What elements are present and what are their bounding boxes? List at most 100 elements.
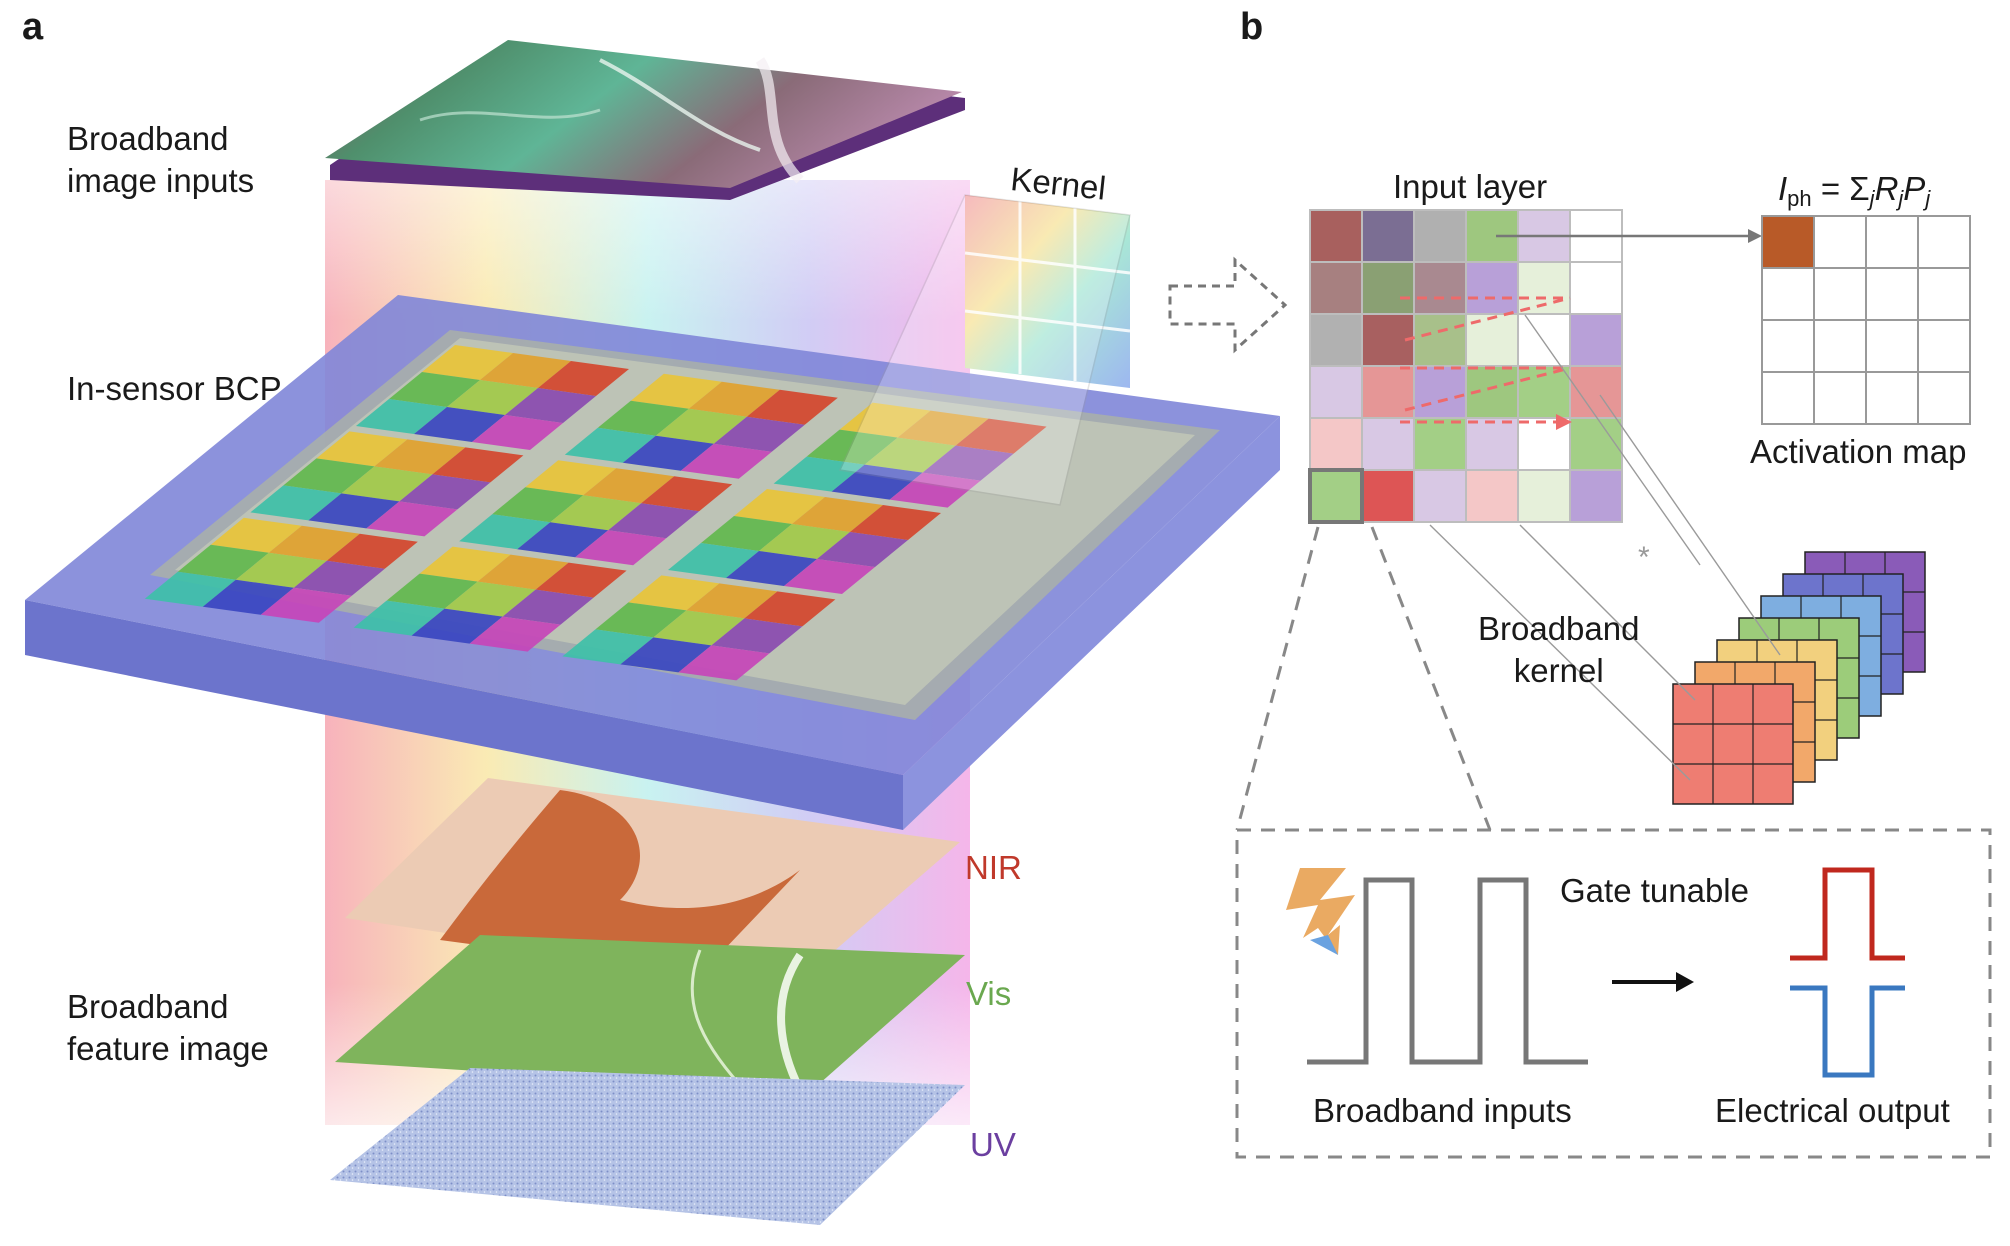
vis-label: Vis (966, 975, 1012, 1012)
sensor-pixel (608, 503, 700, 539)
feature-image-vis (335, 935, 965, 1092)
sensor-pixel (444, 581, 536, 617)
sensor-pixel (922, 445, 1014, 481)
input-layer-label: Input layer (1393, 168, 1548, 205)
sensor-pixel (235, 552, 327, 588)
sensor-pixel (562, 629, 654, 665)
input-cell (1569, 417, 1623, 471)
sensor-pixel (688, 381, 780, 417)
sensor-pixel (268, 525, 360, 561)
sensor-pixel (210, 517, 302, 553)
arrowhead-icon (1748, 229, 1762, 243)
sensor-pixel (726, 551, 817, 586)
sensor-pixel (472, 415, 563, 450)
sensor-pixel (850, 505, 941, 540)
sensor-pixel (734, 489, 825, 524)
sensor-pixel (422, 345, 513, 380)
sensor-pixel (250, 485, 342, 521)
activation-cell (1813, 371, 1867, 425)
sensor-pixel (792, 497, 883, 532)
activation-cell (1917, 319, 1971, 373)
input-cell (1361, 469, 1415, 523)
formula-label: Iph = ΣjRjPj (1778, 170, 1931, 211)
sensor-pixel (492, 487, 584, 523)
activation-cell (1761, 267, 1815, 321)
activation-cell (1865, 371, 1919, 425)
in-sensor-bcp-label: In-sensor BCP (67, 370, 282, 407)
panel-label-a: a (22, 6, 44, 48)
activation-cell (1865, 215, 1919, 269)
activation-map-label: Activation map (1750, 433, 1967, 470)
input-cell (1361, 209, 1415, 263)
input-cell (1413, 261, 1467, 315)
sensor-pixel (374, 439, 466, 475)
scan-arrow (1404, 366, 1571, 412)
sensor-pixel (686, 583, 778, 619)
sensor-pixel (353, 600, 445, 636)
input-cell (1465, 261, 1519, 315)
pixel-array (144, 345, 1047, 681)
sensor-pixel (144, 571, 236, 607)
input-cell (1569, 469, 1623, 523)
input-cell (1413, 469, 1467, 523)
broadband-inputs-label: Broadband inputs (1313, 1092, 1572, 1129)
light-bolt-icon (1286, 868, 1355, 955)
sensor-pixel (525, 460, 617, 496)
sensor-pixel (583, 468, 675, 504)
sensor-pixel (678, 645, 770, 681)
input-cell (1517, 469, 1571, 523)
activation-cell (1917, 215, 1971, 269)
sensor-pixel (630, 373, 722, 409)
sensor-pixel (864, 437, 956, 473)
sensor-pixel (177, 544, 269, 580)
broadband-kernel-stack (1672, 551, 1926, 805)
sensor-pixel (202, 579, 294, 615)
activation-cell (1813, 215, 1867, 269)
feature-image-uv (330, 1068, 965, 1225)
broadband-image-inputs-label: Broadband image inputs (67, 120, 255, 199)
input-cell (1309, 417, 1363, 471)
bcp-chip (25, 295, 1280, 830)
sensor-pixel (889, 472, 981, 508)
sensor-pixel (459, 514, 551, 550)
sensor-pixel (955, 418, 1047, 454)
input-cell (1413, 417, 1467, 471)
activation-cell (1813, 267, 1867, 321)
input-cell (1413, 313, 1467, 367)
activation-cell (1917, 267, 1971, 321)
sensor-pixel (641, 476, 733, 512)
activation-cell (1917, 371, 1971, 425)
sensor-pixel (680, 443, 772, 479)
input-cell (1517, 313, 1571, 367)
sensor-pixel (620, 637, 712, 673)
sensor-pixel (419, 546, 511, 582)
zoom-lines (1235, 526, 1492, 831)
panel-label-b: b (1240, 6, 1264, 48)
input-cell (1361, 261, 1415, 315)
selected-input-cell (1308, 468, 1364, 524)
input-cell (1569, 313, 1623, 367)
dashed-arrow-icon (1168, 256, 1288, 354)
sensor-pixel (283, 458, 375, 494)
sensor-pixel (653, 610, 745, 646)
sensor-pixel (746, 389, 838, 425)
activation-cell (1865, 319, 1919, 373)
sensor-pixel (477, 554, 569, 590)
sensor-pixel (308, 493, 400, 529)
sensor-pixel (316, 431, 408, 467)
activation-cell (1761, 371, 1815, 425)
sensor-pixel (505, 388, 596, 423)
scan-arrows (1400, 296, 1572, 430)
arrowhead-icon (1556, 414, 1572, 430)
arrow-right-icon (1612, 972, 1694, 992)
sensor-pixel (502, 589, 594, 625)
gate-tunable-label: Gate tunable (1560, 872, 1749, 909)
uv-label: UV (970, 1126, 1016, 1163)
sensor-pixel (386, 573, 478, 609)
activation-map-grid (1761, 215, 1971, 425)
sensor-pixel (535, 562, 627, 598)
input-cell (1413, 209, 1467, 263)
sensor-pixel (356, 399, 447, 434)
electrical-output-blue (1790, 985, 1905, 1078)
